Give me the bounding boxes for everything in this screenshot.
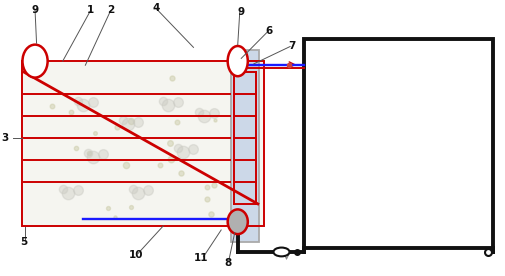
Text: 4: 4 (152, 2, 159, 13)
Bar (304, 39, 492, 248)
Ellipse shape (227, 209, 247, 234)
Text: 1: 1 (86, 5, 94, 15)
Bar (231, 50, 259, 242)
Text: 11: 11 (193, 253, 208, 263)
Text: 9: 9 (31, 5, 38, 15)
Bar (22, 61, 264, 226)
Text: 9: 9 (237, 7, 244, 17)
Text: 5: 5 (20, 237, 27, 247)
Text: 3: 3 (1, 133, 9, 143)
Text: 8: 8 (224, 258, 231, 268)
Ellipse shape (227, 46, 247, 76)
Text: 10: 10 (128, 250, 142, 260)
Bar (22, 61, 264, 226)
Circle shape (273, 248, 289, 256)
Ellipse shape (22, 45, 47, 78)
Bar (22, 61, 47, 226)
Text: 7: 7 (287, 41, 294, 51)
Text: 6: 6 (265, 26, 272, 36)
Text: 2: 2 (107, 5, 114, 15)
